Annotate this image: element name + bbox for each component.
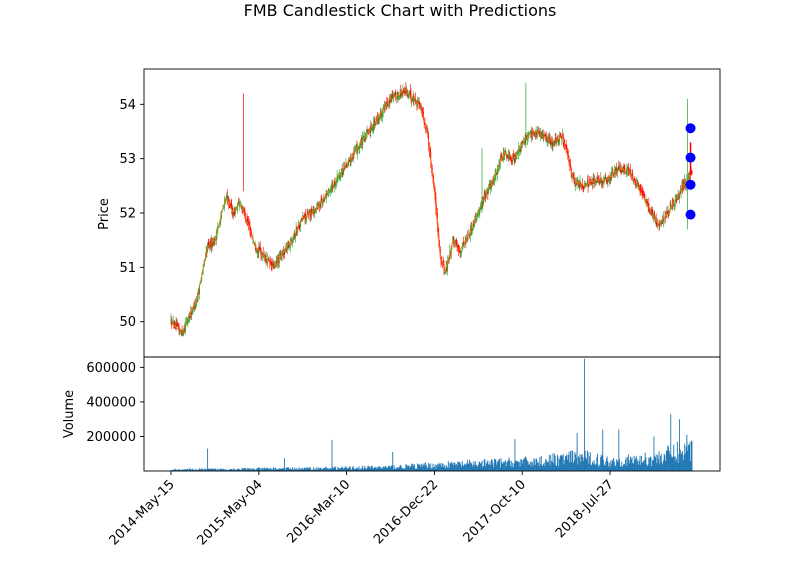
candles-group xyxy=(170,82,693,337)
price-ytick-label: 50 xyxy=(119,315,136,330)
prediction-point xyxy=(685,179,696,190)
xtick-label: 2016-Dec-22 xyxy=(371,477,441,547)
xtick-label: 2016-Mar-10 xyxy=(284,477,353,546)
volume-axes-frame xyxy=(143,356,721,472)
chart-title: FMB Candlestick Chart with Predictions xyxy=(244,1,557,20)
volume-ytick-label: 600000 xyxy=(86,361,136,376)
price-path-line xyxy=(170,88,693,334)
xtick-label: 2015-May-04 xyxy=(194,477,265,548)
volume-ytick-label: 400000 xyxy=(86,395,136,410)
xtick-label: 2017-Oct-10 xyxy=(461,477,529,545)
price-axes-frame xyxy=(143,68,721,358)
prediction-point xyxy=(685,123,696,134)
price-ytick-label: 53 xyxy=(119,152,136,167)
volume-ytick-label: 200000 xyxy=(86,430,136,445)
prediction-point xyxy=(685,152,696,163)
volume-bars-group xyxy=(170,358,693,471)
prediction-point xyxy=(685,209,696,220)
price-ytick-label: 51 xyxy=(119,261,136,276)
xtick-label: 2018-Jul-27 xyxy=(553,477,617,541)
price-panel: 50 51 52 53 54 xyxy=(119,68,721,358)
volume-panel: 200000 400000 600000 2014-May-15 2015-May-04… xyxy=(86,356,721,548)
price-ytick-label: 54 xyxy=(119,98,136,113)
volume-axis-label: Volume xyxy=(62,390,77,438)
xtick-label: 2014-May-15 xyxy=(107,477,178,548)
price-axis-label: Price xyxy=(97,198,112,230)
price-ytick-label: 52 xyxy=(119,207,136,222)
